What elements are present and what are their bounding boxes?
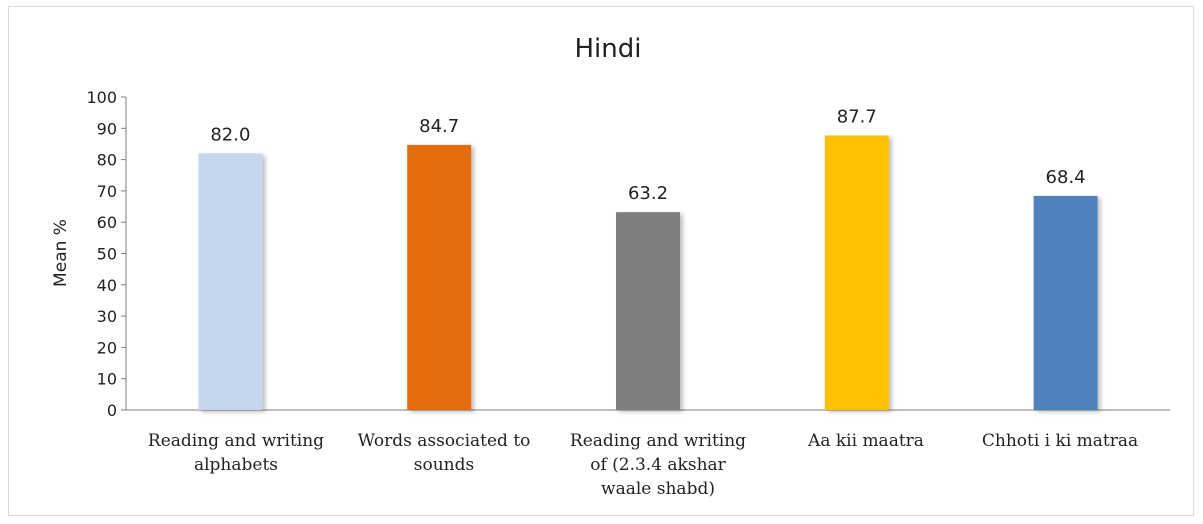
- y-tick-label: 0: [107, 401, 117, 420]
- y-axis-label: Mean %: [51, 219, 71, 287]
- x-tick-label: sounds: [414, 455, 474, 475]
- x-tick-label: waale shabd): [601, 479, 715, 499]
- y-tick-label: 40: [97, 276, 117, 295]
- data-label: 84.7: [419, 116, 459, 137]
- x-tick-label: Words associated to: [358, 431, 531, 451]
- chart-title: Hindi: [575, 34, 642, 64]
- y-tick-label: 30: [97, 307, 117, 326]
- y-tick-label: 70: [97, 182, 117, 201]
- data-label: 63.2: [628, 183, 668, 204]
- data-label: 68.4: [1046, 167, 1086, 188]
- y-tick-label: 20: [97, 338, 117, 357]
- axes: 0 10 20 30 40 50 60 70 80 90 100: [86, 88, 1170, 420]
- x-tick-label: of (2.3.4 akshar: [590, 455, 726, 475]
- data-label: 82.0: [210, 124, 250, 145]
- y-tick-label: 50: [97, 245, 117, 264]
- y-tick-label: 60: [97, 213, 117, 232]
- data-labels: 82.0 84.7 63.2 87.7 68.4: [210, 106, 1085, 204]
- y-tick-label: 90: [97, 119, 117, 138]
- bar: [407, 144, 472, 410]
- category-labels: Reading and writing alphabets Words associ…: [148, 431, 1138, 499]
- data-label: 87.7: [837, 106, 877, 127]
- bar: [824, 135, 889, 410]
- y-tick-label: 80: [97, 151, 117, 170]
- x-tick-label: Reading and writing: [148, 431, 324, 451]
- x-tick-label: Reading and writing: [570, 431, 746, 451]
- bar: [616, 212, 680, 410]
- y-tick-label: 100: [86, 88, 117, 107]
- bar: [198, 153, 263, 410]
- x-tick-label: alphabets: [194, 455, 278, 475]
- bars: [198, 135, 1098, 410]
- x-tick-label: Aa kii maatra: [807, 431, 924, 451]
- y-tick-label: 10: [97, 370, 117, 389]
- x-tick-label: Chhoti i ki matraa: [982, 431, 1138, 451]
- bar: [1033, 195, 1098, 410]
